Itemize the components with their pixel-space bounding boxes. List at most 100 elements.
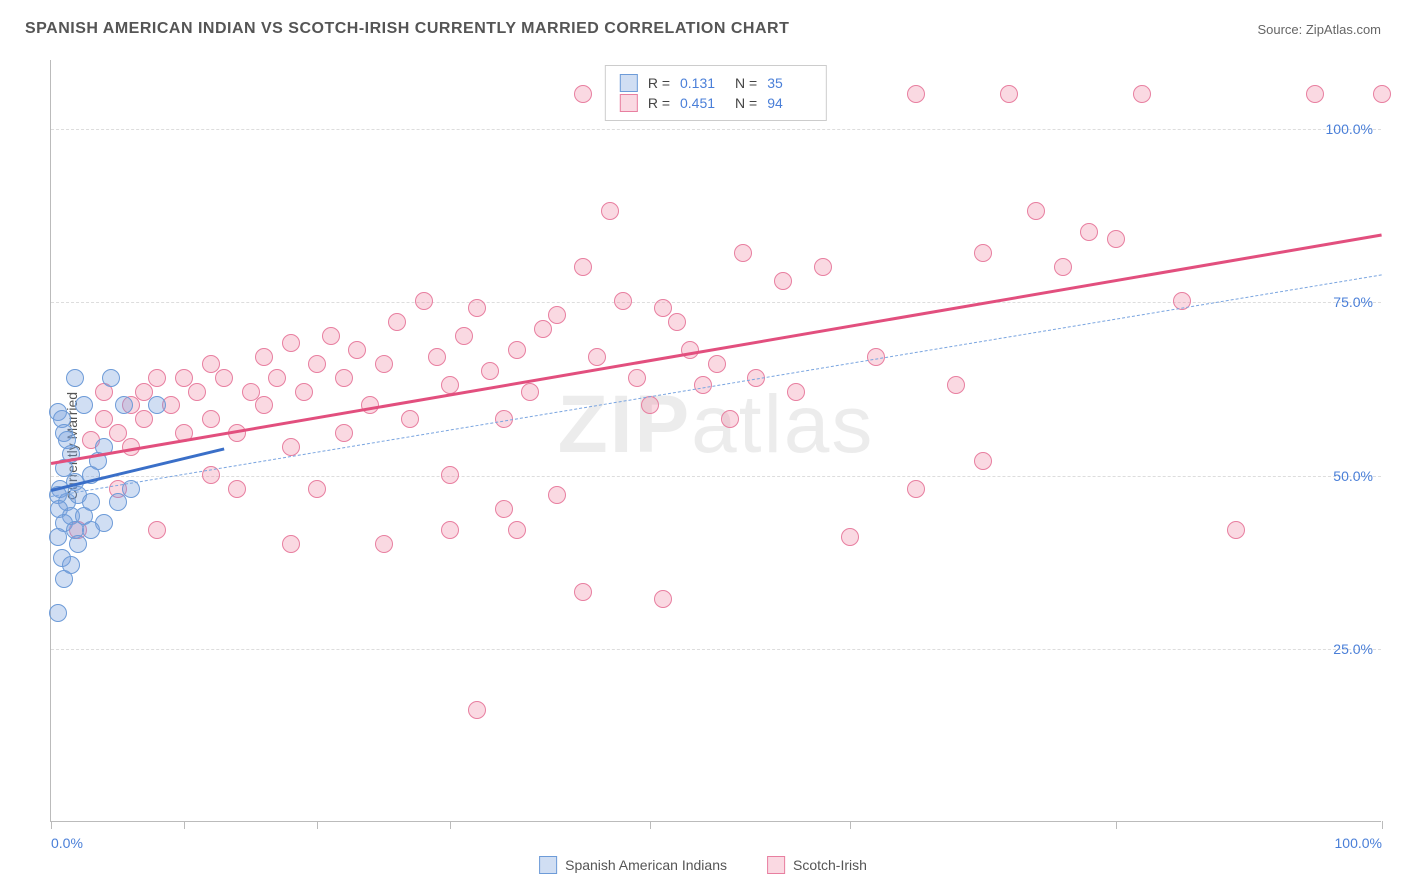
scatter-point — [135, 410, 153, 428]
scatter-point — [1054, 258, 1072, 276]
scatter-point — [228, 480, 246, 498]
scatter-point — [401, 410, 419, 428]
scatter-point — [428, 348, 446, 366]
scatter-point — [907, 480, 925, 498]
scatter-point — [508, 341, 526, 359]
x-tick — [1382, 821, 1383, 829]
scatter-point — [148, 396, 166, 414]
legend-swatch — [539, 856, 557, 874]
x-tick — [850, 821, 851, 829]
scatter-point — [601, 202, 619, 220]
scatter-point — [841, 528, 859, 546]
scatter-point — [335, 424, 353, 442]
legend-label: Spanish American Indians — [565, 857, 727, 873]
scatter-point — [468, 701, 486, 719]
scatter-point — [708, 355, 726, 373]
scatter-point — [495, 500, 513, 518]
legend-item: Spanish American Indians — [539, 856, 727, 874]
scatter-point — [268, 369, 286, 387]
r-value: 0.451 — [680, 95, 725, 111]
r-label: R = — [648, 95, 670, 111]
x-tick — [650, 821, 651, 829]
chart-title: SPANISH AMERICAN INDIAN VS SCOTCH-IRISH … — [25, 20, 789, 38]
scatter-point — [66, 369, 84, 387]
scatter-point — [947, 376, 965, 394]
scatter-point — [774, 272, 792, 290]
scatter-point — [1027, 202, 1045, 220]
scatter-point — [1133, 85, 1151, 103]
watermark-text: ZIPatlas — [558, 378, 875, 472]
scatter-point — [282, 535, 300, 553]
n-value: 35 — [767, 75, 812, 91]
scatter-point — [614, 292, 632, 310]
scatter-point — [322, 327, 340, 345]
scatter-point — [548, 306, 566, 324]
scatter-point — [375, 535, 393, 553]
scatter-point — [1000, 85, 1018, 103]
scatter-point — [1373, 85, 1391, 103]
scatter-point — [109, 493, 127, 511]
scatter-point — [308, 480, 326, 498]
n-value: 94 — [767, 95, 812, 111]
scatter-point — [588, 348, 606, 366]
scatter-point — [215, 369, 233, 387]
x-tick — [450, 821, 451, 829]
scatter-point — [282, 334, 300, 352]
scatter-point — [481, 362, 499, 380]
source-attribution: Source: ZipAtlas.com — [1257, 22, 1381, 37]
scatter-point — [282, 438, 300, 456]
scatter-point — [574, 258, 592, 276]
gridline-h — [51, 129, 1381, 130]
scatter-point — [974, 244, 992, 262]
scatter-point — [628, 369, 646, 387]
scatter-point — [548, 486, 566, 504]
trend-line — [51, 233, 1382, 464]
scatter-point — [255, 348, 273, 366]
scatter-point — [534, 320, 552, 338]
y-tick-label: 25.0% — [1333, 641, 1373, 657]
r-label: R = — [648, 75, 670, 91]
y-tick-label: 100.0% — [1326, 121, 1373, 137]
scatter-point — [1227, 521, 1245, 539]
scatter-point — [641, 396, 659, 414]
scatter-point — [734, 244, 752, 262]
scatter-point — [974, 452, 992, 470]
scatter-point — [441, 376, 459, 394]
scatter-point — [508, 521, 526, 539]
scatter-point — [308, 355, 326, 373]
legend-item: Scotch-Irish — [767, 856, 867, 874]
y-tick-label: 50.0% — [1333, 468, 1373, 484]
scatter-point — [1306, 85, 1324, 103]
stats-row: R =0.451N =94 — [620, 94, 812, 112]
bottom-legend: Spanish American Indians Scotch-Irish — [539, 856, 867, 874]
scatter-point — [69, 535, 87, 553]
scatter-point — [455, 327, 473, 345]
scatter-point — [521, 383, 539, 401]
scatter-point — [82, 493, 100, 511]
scatter-point — [574, 583, 592, 601]
correlation-stats-box: R =0.131N =35R =0.451N =94 — [605, 65, 827, 121]
scatter-point — [814, 258, 832, 276]
scatter-point — [188, 383, 206, 401]
scatter-point — [375, 355, 393, 373]
scatter-point — [49, 604, 67, 622]
x-tick — [51, 821, 52, 829]
x-tick-label: 100.0% — [1335, 835, 1382, 851]
scatter-point — [75, 396, 93, 414]
scatter-point — [1080, 223, 1098, 241]
n-label: N = — [735, 75, 757, 91]
scatter-point — [255, 396, 273, 414]
legend-swatch — [620, 74, 638, 92]
scatter-point — [49, 528, 67, 546]
scatter-point — [654, 590, 672, 608]
scatter-point — [82, 521, 100, 539]
x-tick — [1116, 821, 1117, 829]
watermark-light: atlas — [691, 379, 874, 470]
gridline-h — [51, 476, 1381, 477]
scatter-chart: ZIPatlas R =0.131N =35R =0.451N =94 25.0… — [50, 60, 1381, 822]
x-tick — [184, 821, 185, 829]
scatter-point — [1107, 230, 1125, 248]
scatter-point — [115, 396, 133, 414]
gridline-h — [51, 649, 1381, 650]
legend-label: Scotch-Irish — [793, 857, 867, 873]
